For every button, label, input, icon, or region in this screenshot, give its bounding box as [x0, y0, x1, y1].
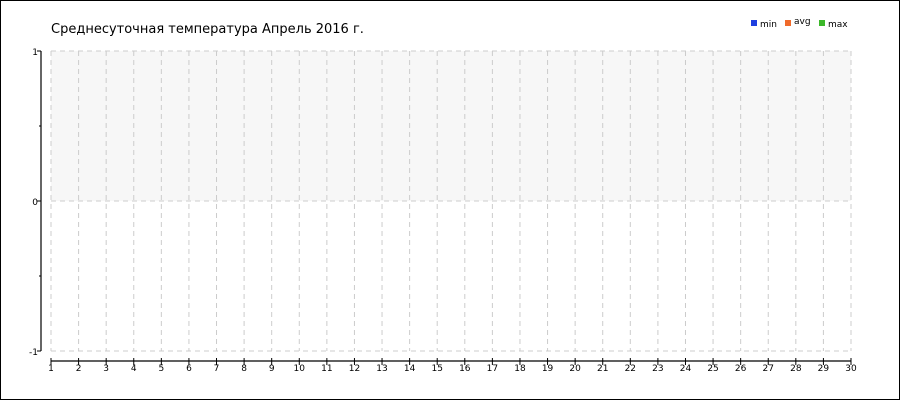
- x-tick-label: 17: [487, 364, 498, 374]
- x-tick-label: 30: [845, 364, 857, 374]
- positive-band: [51, 51, 851, 201]
- x-tick-label: 24: [680, 364, 692, 374]
- x-tick-label: 18: [514, 364, 526, 374]
- legend-label-min: min: [760, 20, 777, 30]
- chart-title: Среднесуточная температура Апрель 2016 г…: [51, 22, 364, 37]
- legend-label-max: max: [828, 20, 848, 30]
- x-tick-label: 26: [735, 364, 747, 374]
- legend-swatch-avg: [785, 20, 791, 26]
- legend-label-avg: avg: [794, 17, 811, 27]
- x-tick-label: 19: [542, 364, 554, 374]
- x-tick-label: 29: [818, 364, 830, 374]
- y-tick-label: 0: [32, 198, 38, 208]
- x-tick-label: 7: [214, 364, 220, 374]
- x-tick-label: 23: [652, 364, 663, 374]
- x-tick-label: 5: [158, 364, 164, 374]
- x-tick-label: 8: [241, 364, 247, 374]
- x-tick-label: 10: [294, 364, 306, 374]
- x-tick-label: 4: [131, 364, 137, 374]
- x-tick-label: 28: [790, 364, 802, 374]
- x-tick-label: 22: [625, 364, 636, 374]
- x-tick-label: 27: [763, 364, 774, 374]
- x-tick-label: 13: [376, 364, 387, 374]
- x-tick-label: 14: [404, 364, 416, 374]
- x-tick-label: 12: [349, 364, 360, 374]
- y-tick-label: -1: [29, 348, 38, 358]
- x-tick-label: 6: [186, 364, 192, 374]
- x-tick-label: 15: [431, 364, 442, 374]
- x-tick-label: 25: [707, 364, 718, 374]
- y-tick-label: 1: [32, 48, 38, 58]
- x-tick-label: 1: [48, 364, 54, 374]
- legend-swatch-max: [819, 20, 825, 26]
- x-tick-label: 11: [321, 364, 332, 374]
- x-tick-label: 20: [569, 364, 581, 374]
- legend-swatch-min: [751, 20, 757, 26]
- x-tick-label: 3: [103, 364, 109, 374]
- x-tick-label: 9: [269, 364, 275, 374]
- x-tick-label: 16: [459, 364, 471, 374]
- x-tick-label: 2: [76, 364, 82, 374]
- x-tick-label: 21: [597, 364, 608, 374]
